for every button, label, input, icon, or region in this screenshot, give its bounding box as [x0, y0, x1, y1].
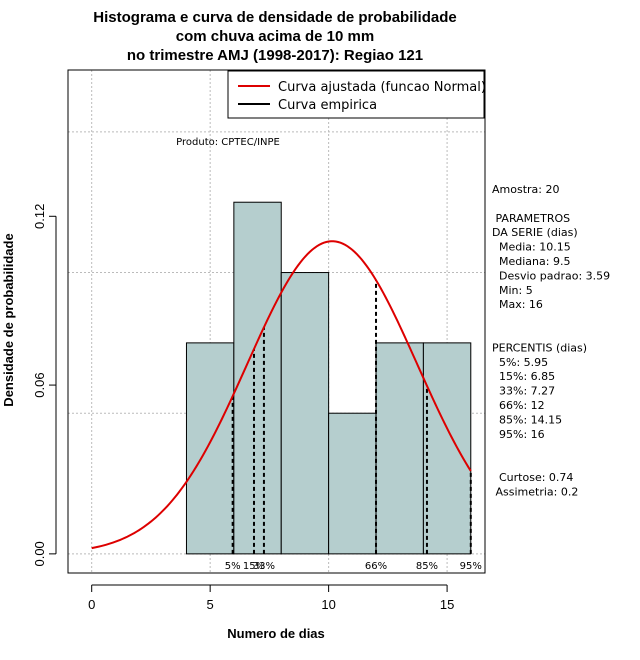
y-tick-label-2: 0.12: [32, 204, 47, 229]
histogram-bar-0: [185, 342, 235, 555]
percentile-label-2: 33%: [253, 561, 275, 572]
chart-title-line-3: no trimestre AMJ (1998-2017): Regiao 121: [127, 47, 423, 64]
x-axis-title: Numero de dias: [227, 626, 325, 641]
x-tick-label-0: 0: [88, 597, 95, 612]
stat-line-21: Assimetria: 0.2: [492, 485, 578, 498]
stat-line-2: PARAMETROS: [492, 212, 570, 225]
stat-line-15: 66%: 12: [492, 399, 545, 412]
x-tick-label-3: 15: [440, 597, 454, 612]
histogram-bar-4: [375, 342, 424, 555]
percentile-label-4: 85%: [416, 561, 438, 572]
normal-curve-layer: [91, 240, 472, 550]
stat-line-7: Min: 5: [492, 284, 533, 297]
y-axis-title: Densidade de probabilidade: [1, 233, 16, 406]
legend: Curva ajustada (funcao Normal) Curva emp…: [227, 70, 486, 119]
legend-label-empirical: Curva empirica: [278, 98, 377, 113]
axes: 0 5 10 15 0.00 0.06 0.12: [32, 204, 454, 612]
stat-line-8: Max: 16: [492, 298, 543, 311]
legend-label-fit: Curva ajustada (funcao Normal): [278, 80, 486, 95]
percentile-label-1: 15%: [243, 561, 265, 572]
legend-box: [227, 70, 485, 119]
percentile-label-3: 66%: [365, 561, 387, 572]
chart-title-line-1: Histograma e curva de densidade de proba…: [93, 9, 456, 26]
percentile-lines: 5% 15%33% 66% 85% 95%: [225, 280, 482, 572]
normal-fit-curve: [91, 240, 472, 550]
stat-line-5: Mediana: 9.5: [492, 255, 570, 268]
stat-line-6: Desvio padrao: 3.59: [492, 269, 610, 282]
x-tick-label-1: 5: [207, 597, 214, 612]
chart-title-line-2: com chuva acima de 10 mm: [176, 28, 374, 45]
histogram-bar-1: [233, 201, 282, 555]
stat-line-16: 85%: 14.15: [492, 413, 562, 426]
stat-line-0: Amostra: 20: [492, 183, 559, 196]
percentile-label-0: 5%: [225, 561, 241, 572]
histogram-bar-3: [328, 412, 377, 555]
stat-line-20: Curtose: 0.74: [492, 471, 573, 484]
product-annotation: Produto: CPTEC/INPE: [176, 137, 280, 148]
y-tick-label-0: 0.00: [32, 541, 47, 566]
stat-line-11: PERCENTIS (dias): [492, 341, 587, 354]
histogram-bar-5: [422, 342, 472, 555]
histogram-bars: [185, 201, 472, 555]
stat-line-13: 15%: 6.85: [492, 370, 555, 383]
x-tick-label-2: 10: [321, 597, 335, 612]
stat-line-17: 95%: 16: [492, 428, 545, 441]
stat-line-3: DA SERIE (dias): [492, 226, 578, 239]
stat-line-4: Media: 10.15: [492, 241, 571, 254]
plot-frame: [67, 69, 486, 574]
stat-line-14: 33%: 7.27: [492, 385, 555, 398]
y-tick-label-1: 0.06: [32, 372, 47, 397]
percentile-label-5: 95%: [460, 561, 482, 572]
stat-line-12: 5%: 5.95: [492, 356, 548, 369]
histogram-bar-2: [280, 272, 330, 555]
